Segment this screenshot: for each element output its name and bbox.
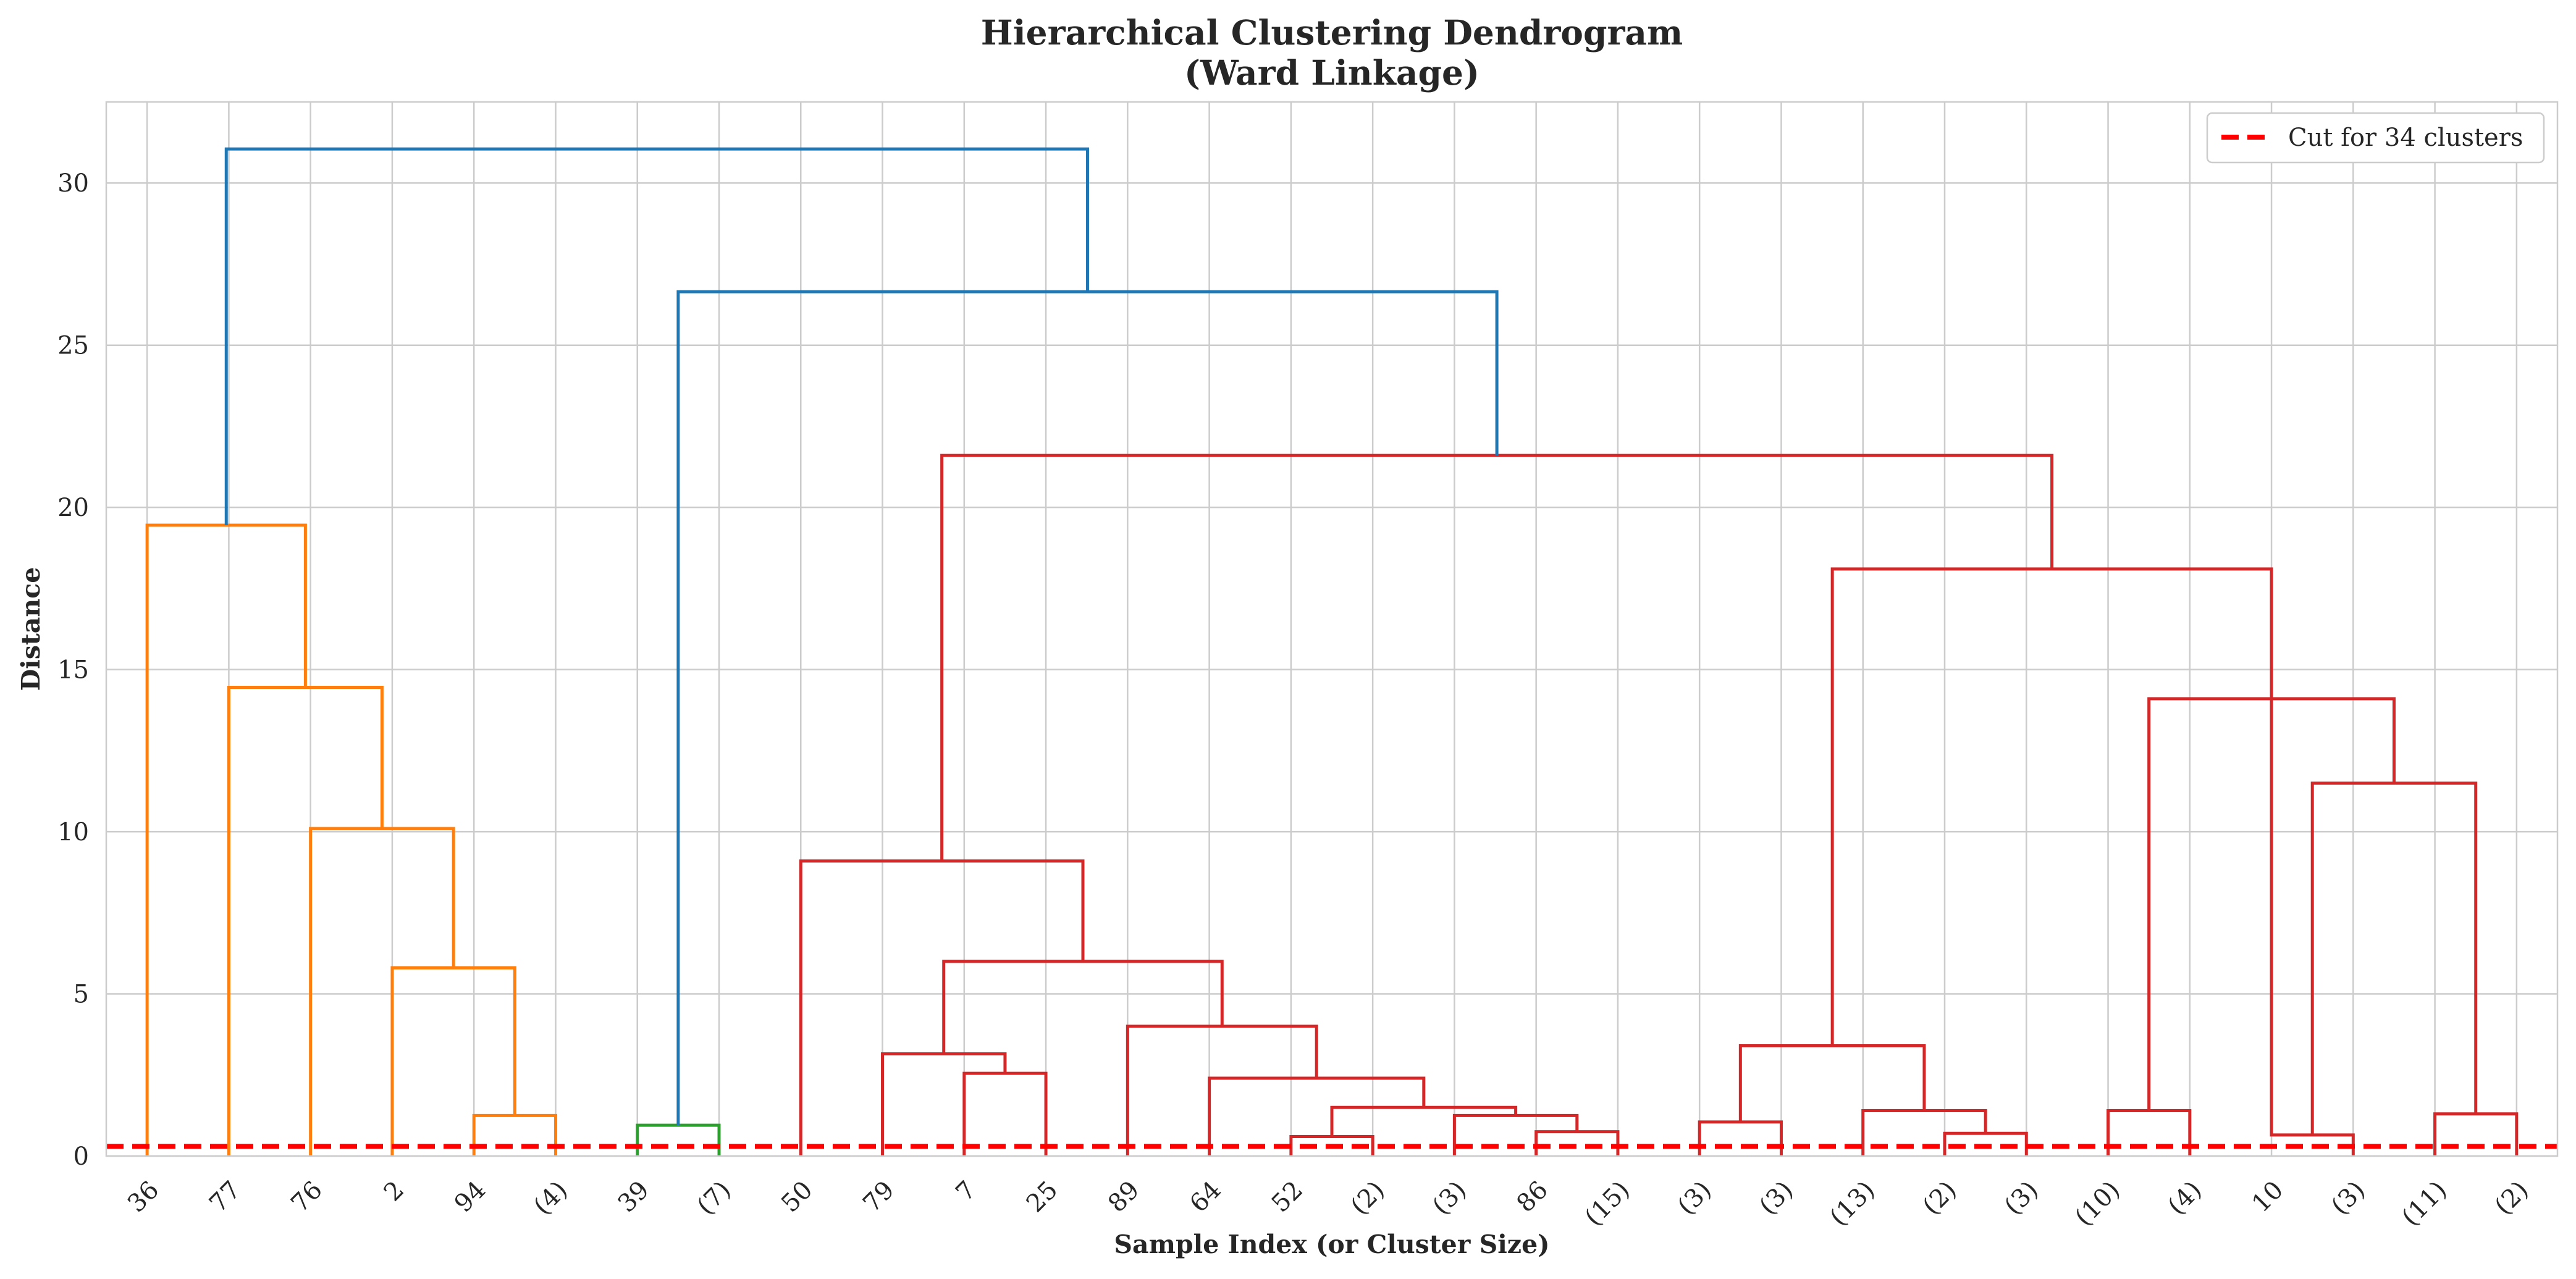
x-tick-label: 94 (449, 1176, 492, 1218)
y-tick-label: 30 (57, 169, 89, 198)
x-tick-label: 52 (1266, 1176, 1309, 1218)
x-tick-label: (2) (2490, 1176, 2535, 1221)
y-tick-label: 15 (57, 656, 89, 685)
legend-box (2206, 112, 2545, 164)
x-tick-label: (11) (2396, 1176, 2452, 1232)
x-tick-label: (4) (528, 1176, 573, 1221)
x-tick-label: 2 (379, 1176, 410, 1207)
y-tick-label: 25 (57, 332, 89, 360)
x-tick-label: 50 (776, 1176, 819, 1218)
dendrogram-link-4 (145, 523, 307, 1156)
x-tick-label: (7) (692, 1176, 737, 1221)
x-tick-label: 36 (122, 1176, 165, 1218)
dendrogram-link-3 (227, 685, 384, 1156)
grid-lines (106, 102, 2557, 1157)
chart-title: Hierarchical Clustering Dendrogram (981, 12, 1683, 53)
x-tick-label: (2) (1917, 1176, 1963, 1221)
x-tick-label: (4) (2162, 1176, 2207, 1221)
x-tick-label: 39 (612, 1176, 655, 1218)
x-tick-label: (3) (1427, 1176, 1472, 1221)
dendrogram-link-7 (881, 1052, 1007, 1156)
dendrogram-link-23 (2310, 781, 2478, 1135)
dendrogram-links (145, 147, 2519, 1156)
dendrogram-link-2 (309, 827, 455, 1156)
y-tick-labels: 0 5 10 15 20 25 30 (57, 169, 89, 1171)
x-tick-label: 7 (951, 1176, 982, 1207)
x-tick-label: (10) (2069, 1176, 2126, 1232)
x-axis-label: Sample Index (or Cluster Size) (1114, 1230, 1549, 1259)
x-tick-label: 86 (1511, 1176, 1554, 1218)
x-tick-label: 76 (285, 1176, 328, 1218)
x-tick-label: (15) (1580, 1176, 1636, 1232)
dendrogram-link-14 (942, 960, 1224, 1054)
x-tick-label: (13) (1824, 1176, 1880, 1232)
legend-label: Cut for 34 clusters (2288, 124, 2523, 152)
x-tick-label: 10 (2247, 1176, 2289, 1218)
x-tick-label: 79 (857, 1176, 900, 1218)
x-tick-label: (3) (1754, 1176, 1799, 1221)
dendrogram-link-24 (2147, 697, 2396, 1111)
x-tick-label: (3) (1672, 1176, 1717, 1221)
x-tick-label: (3) (1999, 1176, 2044, 1221)
x-tick-label: 25 (1021, 1176, 1064, 1218)
dendrogram-link-28 (224, 147, 1089, 526)
y-tick-label: 5 (74, 981, 89, 1009)
y-tick-label: 10 (57, 818, 89, 846)
y-axis-label: Distance (16, 567, 46, 691)
x-tick-labels: 36 77 76 2 94 (4) 39 (7) 50 79 7 25 89 64 52 (2) (3) 86 (1… (122, 1176, 2534, 1232)
x-tick-label: 64 (1184, 1176, 1227, 1218)
plot-area-frame (105, 101, 2559, 1157)
legend: Cut for 34 clusters (2206, 112, 2545, 164)
x-tick-label: 77 (204, 1176, 246, 1218)
y-tick-label: 0 (74, 1142, 89, 1171)
chart-subtitle: (Ward Linkage) (1184, 53, 1480, 93)
dendrogram-link-12 (1208, 1076, 1426, 1156)
x-tick-label: (2) (1345, 1176, 1391, 1221)
x-tick-label: 89 (1103, 1176, 1145, 1218)
y-tick-label: 20 (57, 494, 89, 522)
dendrogram-link-19 (1738, 1044, 1926, 1122)
x-tick-label: (3) (2326, 1176, 2371, 1221)
